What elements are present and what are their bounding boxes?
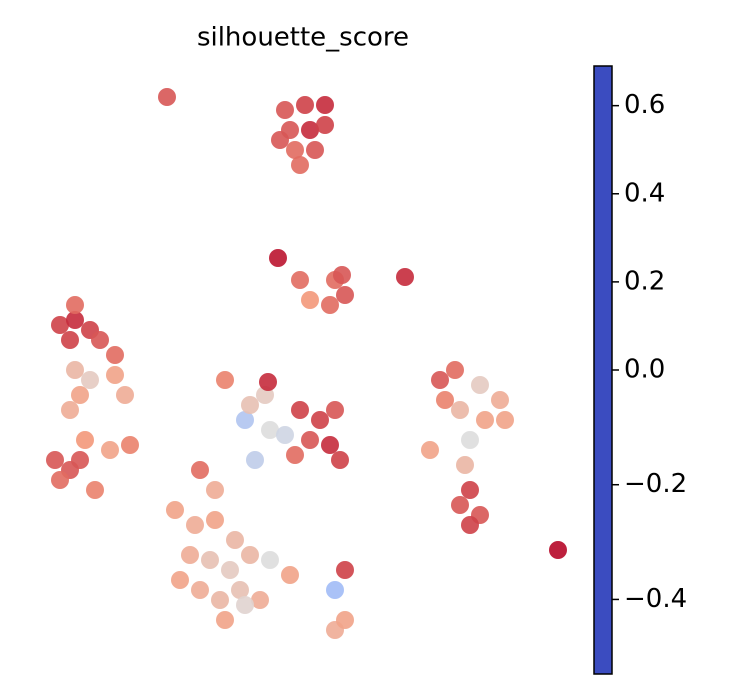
point (241, 396, 259, 414)
point (496, 411, 514, 429)
point (326, 581, 344, 599)
point (61, 331, 79, 349)
point (271, 131, 289, 149)
point (186, 516, 204, 534)
point (281, 566, 299, 584)
point (211, 591, 229, 609)
point (261, 551, 279, 569)
point (158, 88, 176, 106)
point (66, 296, 84, 314)
point (216, 611, 234, 629)
point (461, 516, 479, 534)
point (291, 271, 309, 289)
point (291, 401, 309, 419)
point (276, 426, 294, 444)
point (331, 451, 349, 469)
point (166, 501, 184, 519)
point (101, 441, 119, 459)
points (46, 88, 567, 639)
point (326, 401, 344, 419)
point (336, 561, 354, 579)
point (259, 373, 277, 391)
point (456, 456, 474, 474)
point (276, 101, 294, 119)
point (316, 116, 334, 134)
chart-title: silhouette_score (197, 23, 409, 53)
point (306, 141, 324, 159)
point (461, 481, 479, 499)
point (321, 436, 339, 454)
point (231, 581, 249, 599)
point (221, 561, 239, 579)
point (236, 596, 254, 614)
point (451, 496, 469, 514)
point (436, 391, 454, 409)
point (51, 316, 69, 334)
point (476, 411, 494, 429)
point (446, 361, 464, 379)
point (396, 268, 414, 286)
point (71, 451, 89, 469)
point (191, 461, 209, 479)
point (316, 96, 334, 114)
point (261, 421, 279, 439)
point (86, 481, 104, 499)
point (216, 371, 234, 389)
point (296, 96, 314, 114)
point (121, 436, 139, 454)
point (46, 451, 64, 469)
point (286, 141, 304, 159)
point (106, 346, 124, 364)
colorbar (593, 65, 613, 675)
point (81, 371, 99, 389)
colorbar-tick-label: 0.2 (624, 266, 665, 296)
point (71, 386, 89, 404)
point (301, 291, 319, 309)
point (286, 446, 304, 464)
point (206, 511, 224, 529)
point (106, 366, 124, 384)
point (333, 266, 351, 284)
point (471, 376, 489, 394)
colorbar-tick-label: −0.4 (624, 584, 687, 614)
point (66, 361, 84, 379)
point (269, 249, 287, 267)
point (116, 386, 134, 404)
point (241, 546, 259, 564)
point (421, 441, 439, 459)
point (461, 431, 479, 449)
point (451, 401, 469, 419)
point (236, 411, 254, 429)
point (491, 391, 509, 409)
point (61, 401, 79, 419)
point (336, 286, 354, 304)
colorbar-tick-label: 0.6 (624, 90, 665, 120)
point (301, 121, 319, 139)
point (291, 156, 309, 174)
point (246, 451, 264, 469)
point (431, 371, 449, 389)
point (206, 481, 224, 499)
colorbar-tick-label: 0.0 (624, 355, 665, 385)
point (226, 531, 244, 549)
point (171, 571, 189, 589)
point (549, 541, 567, 559)
point (76, 431, 94, 449)
point (91, 331, 109, 349)
point (336, 611, 354, 629)
point (321, 296, 339, 314)
colorbar-tick-label: −0.2 (624, 469, 687, 499)
point (51, 471, 69, 489)
point (301, 431, 319, 449)
point (251, 591, 269, 609)
point (311, 411, 329, 429)
colorbar-tick-label: 0.4 (624, 178, 665, 208)
point (201, 551, 219, 569)
point (191, 581, 209, 599)
point (66, 311, 84, 329)
point (181, 546, 199, 564)
